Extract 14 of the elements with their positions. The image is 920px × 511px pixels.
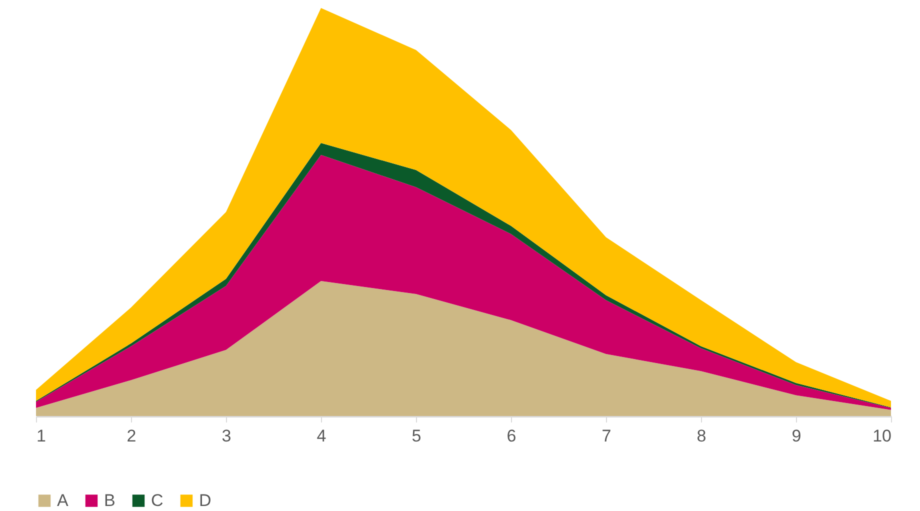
x-tick-label: 6 [506, 426, 516, 446]
x-tick-label: 7 [602, 426, 612, 446]
x-tick-label: 9 [792, 426, 802, 446]
x-tick-label: 3 [222, 426, 232, 446]
x-tick-label: 1 [36, 426, 46, 446]
legend-label: A [57, 490, 69, 510]
legend-label: B [104, 490, 116, 510]
x-tick-label: 5 [412, 426, 422, 446]
x-tick-label: 8 [696, 426, 706, 446]
x-tick-label: 10 [872, 426, 892, 446]
x-tick-label: 2 [126, 426, 136, 446]
legend-label: D [199, 490, 212, 510]
legend-label: C [151, 490, 164, 510]
x-tick-label: 4 [316, 426, 326, 446]
